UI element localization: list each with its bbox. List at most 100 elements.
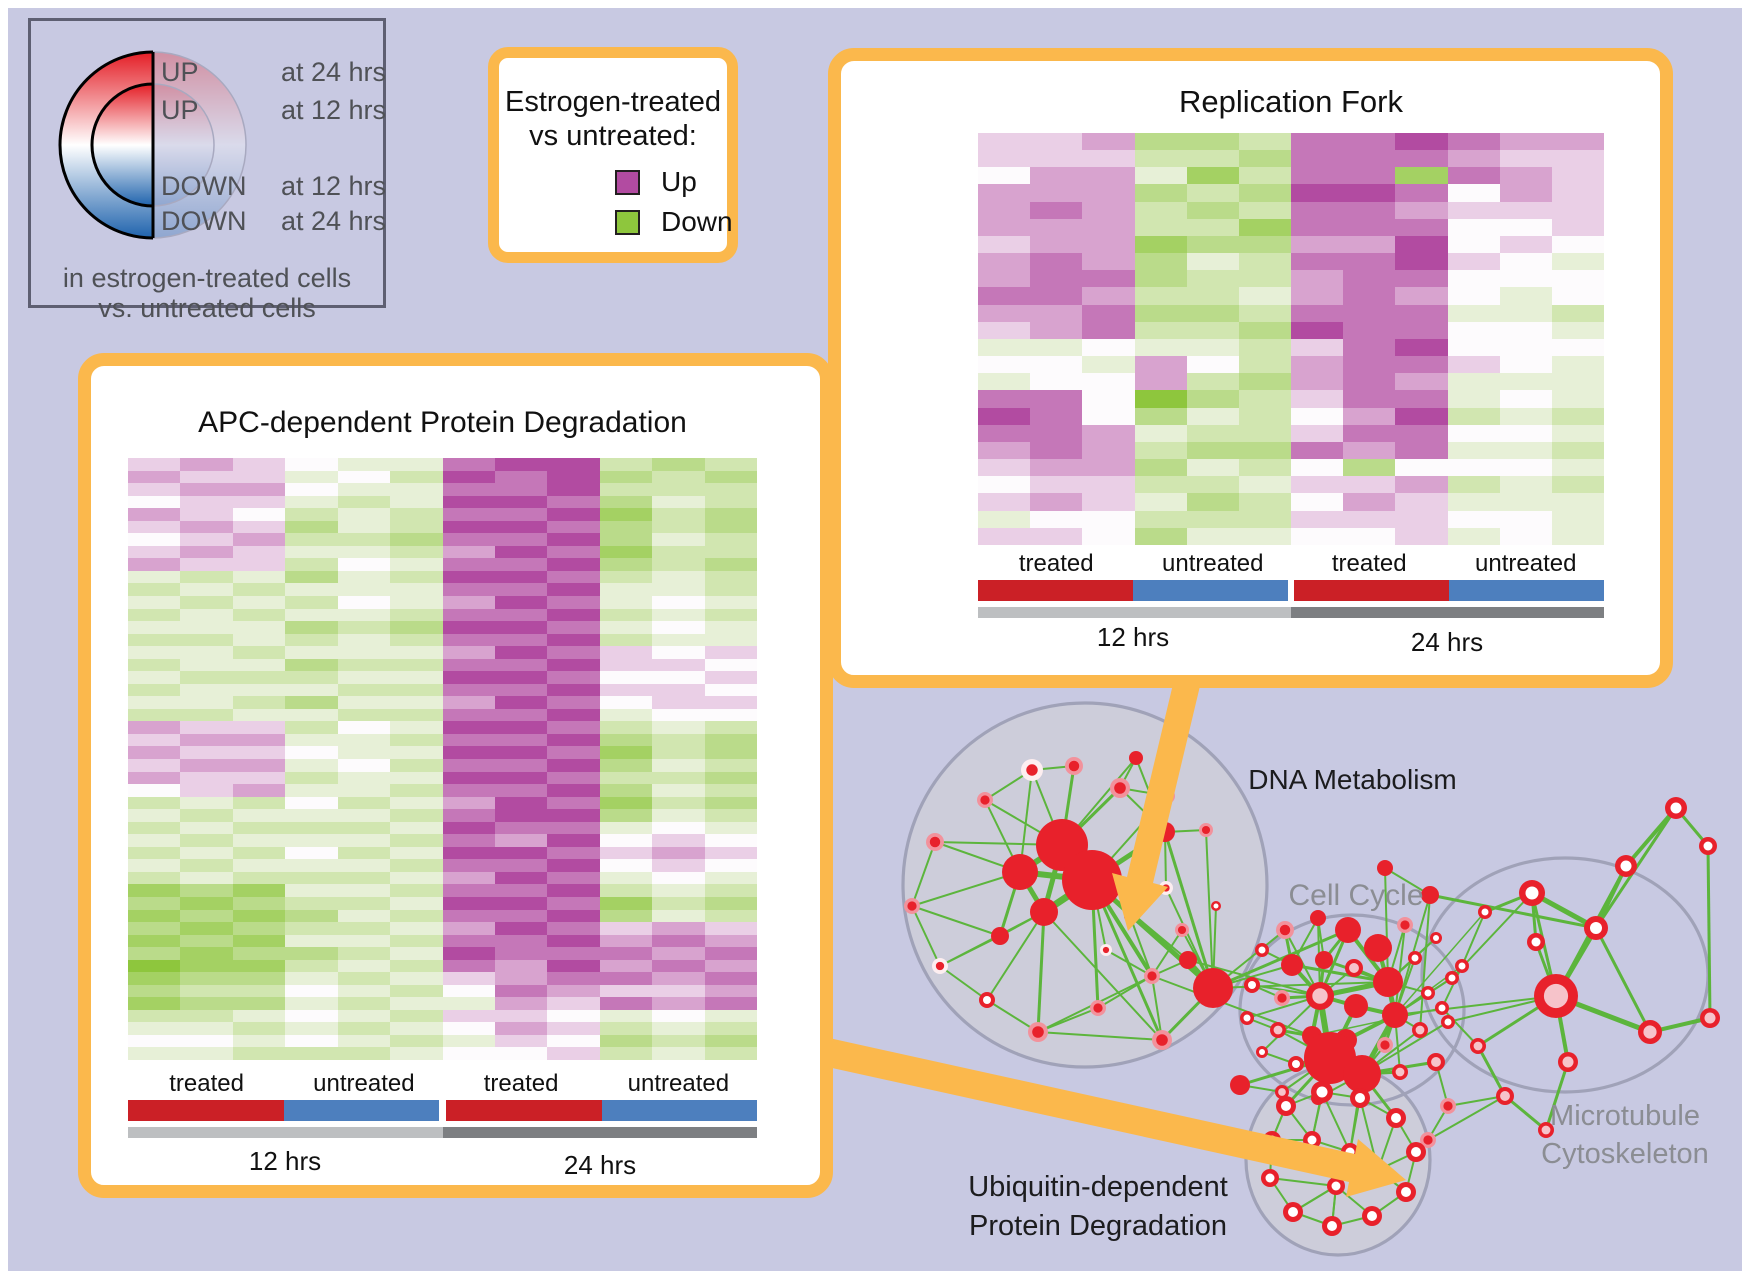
heatmap-cell — [285, 821, 338, 835]
heatmap-cell — [1551, 218, 1604, 236]
heatmap-cell — [1499, 459, 1552, 477]
heatmap-cell — [1082, 184, 1135, 202]
heatmap-cell — [1395, 184, 1448, 202]
heatmap-cell — [599, 495, 653, 509]
heatmap-cell — [1343, 407, 1396, 425]
heatmap-cell — [337, 583, 391, 596]
heatmap-cell — [128, 771, 181, 785]
heatmap-cell — [285, 658, 338, 672]
heatmap-cell — [1447, 201, 1500, 219]
heatmap-cell — [1238, 304, 1291, 322]
heatmap-cell — [180, 997, 233, 1010]
heatmap-cell — [232, 733, 286, 747]
heatmap-cell — [599, 508, 653, 521]
heatmap-cell — [652, 896, 705, 910]
heatmap-cell — [978, 150, 1031, 168]
heatmap-cell — [1551, 510, 1604, 528]
heatmap-cell — [285, 922, 338, 935]
heatmap-cell — [652, 458, 705, 471]
heatmap-cell — [1186, 493, 1239, 511]
legend-time-down-24: at 24 hrs — [280, 206, 386, 236]
network-node — [1335, 917, 1361, 943]
heatmap-cell — [285, 771, 338, 785]
heatmap-cell — [1238, 459, 1291, 477]
heatmap-cell — [180, 733, 233, 747]
apc-bar-untreated-12h — [283, 1100, 439, 1121]
heatmap-cell — [599, 746, 653, 759]
heatmap-cell — [390, 934, 443, 948]
heatmap-cell — [337, 997, 391, 1010]
heatmap-cell — [599, 947, 653, 960]
heatmap-cell — [285, 934, 338, 948]
heatmap-cell — [1186, 407, 1239, 425]
heatmap-cell — [704, 1022, 757, 1035]
heatmap-cell — [494, 884, 548, 897]
network-edge — [1476, 1045, 1507, 1097]
heatmap-cell — [390, 922, 443, 935]
network-node — [1377, 860, 1393, 876]
apc-group-treated-24: treated — [483, 1070, 559, 1097]
heatmap-cell — [652, 1034, 705, 1048]
heatmap-cell — [704, 959, 757, 973]
heatmap-cell — [1291, 321, 1344, 339]
heatmap-cell — [1134, 476, 1187, 494]
heatmap-cell — [494, 834, 548, 847]
network-node — [1315, 951, 1333, 969]
heatmap-cell — [494, 1009, 548, 1023]
heatmap-cell — [337, 896, 391, 910]
network-node-center — [1312, 988, 1328, 1004]
heatmap-cell — [1447, 133, 1500, 151]
heatmap-cell — [390, 733, 443, 747]
heatmap-cell — [1238, 253, 1291, 271]
heatmap-cell — [442, 922, 495, 935]
heatmap-cell — [599, 997, 653, 1010]
heatmap-cell — [1343, 356, 1396, 374]
heatmap-cell — [232, 871, 286, 885]
heatmap-cell — [704, 696, 757, 709]
heatmap-cell — [978, 338, 1031, 357]
heatmap-cell — [232, 771, 286, 785]
heatmap-cell — [1395, 527, 1448, 545]
heatmap-cell — [232, 658, 286, 672]
heatmap-cell — [1499, 235, 1552, 254]
heatmap-cell — [180, 809, 233, 822]
heatmap-cell — [1082, 321, 1135, 339]
legend-note-line1: in estrogen-treated cells — [62, 263, 352, 293]
heatmap-cell — [1551, 201, 1604, 219]
network-node-center — [1259, 1049, 1265, 1055]
heatmap-cell — [547, 909, 600, 923]
heatmap-cell — [1186, 235, 1239, 254]
network-edge — [939, 965, 988, 1001]
heatmap-cell — [128, 1047, 181, 1060]
heatmap-cell — [180, 545, 233, 559]
apc-hours-label-24: 24 hrs — [563, 1150, 637, 1180]
heatmap-cell — [1551, 338, 1604, 357]
heatmap-cell — [1291, 167, 1344, 185]
heatmap-cell — [232, 947, 286, 960]
heatmap-cell — [652, 558, 705, 571]
heatmap-cell — [1551, 356, 1604, 374]
heatmap-cell — [547, 1022, 600, 1035]
heatmap-cell — [547, 997, 600, 1010]
heatmap-cell — [180, 646, 233, 659]
heatmap-cell — [232, 533, 286, 546]
heatmap-cell — [1499, 390, 1552, 408]
heatmap-cell — [1499, 338, 1552, 357]
network-node-center — [1307, 1135, 1317, 1145]
heatmap-cell — [1291, 304, 1344, 322]
heatmap-cell — [128, 846, 181, 860]
rf-hours-label-24: 24 hrs — [1410, 627, 1484, 657]
heatmap-cell — [1186, 338, 1239, 357]
heatmap-cell — [1343, 459, 1396, 477]
network-edge — [1205, 829, 1214, 989]
heatmap-cell — [232, 922, 286, 935]
network-node-center — [1367, 1211, 1377, 1221]
heatmap-cell — [1030, 459, 1083, 477]
heatmap-cell — [599, 1034, 653, 1048]
heatmap-cell — [337, 909, 391, 923]
heatmap-cell — [337, 846, 391, 860]
heatmap-cell — [128, 959, 181, 973]
heatmap-cell — [494, 470, 548, 484]
heatmap-cell — [704, 595, 757, 609]
arrow-apc-to-ubiquitin — [823, 1038, 1406, 1197]
